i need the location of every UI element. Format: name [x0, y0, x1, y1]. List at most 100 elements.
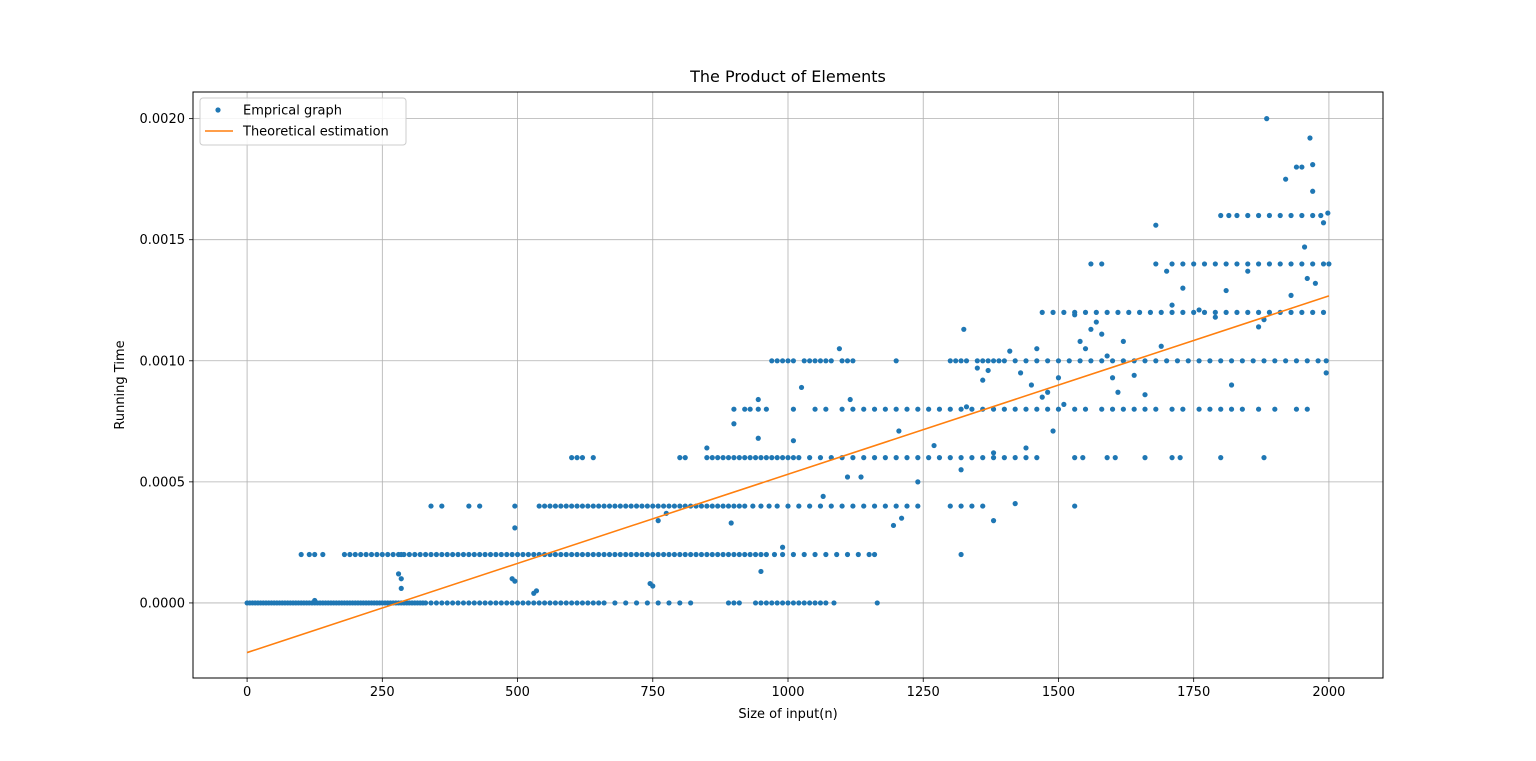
data-point — [1164, 268, 1170, 274]
data-point — [812, 406, 818, 412]
data-point — [450, 551, 456, 558]
data-point — [579, 600, 586, 606]
data-point — [358, 551, 364, 558]
data-point — [655, 600, 661, 606]
data-point — [612, 503, 618, 509]
data-point — [1045, 358, 1051, 364]
data-point — [1326, 261, 1332, 267]
data-point — [947, 503, 953, 509]
data-point — [1218, 406, 1224, 412]
data-point — [312, 551, 318, 558]
data-point — [936, 406, 943, 412]
data-point — [1234, 212, 1240, 219]
data-point — [606, 551, 613, 558]
data-point — [617, 503, 623, 509]
data-point — [763, 600, 769, 606]
data-point — [1080, 455, 1086, 461]
data-point — [790, 406, 797, 412]
data-point — [855, 551, 861, 558]
data-point — [1245, 261, 1251, 267]
data-point — [774, 358, 780, 364]
data-point — [866, 551, 872, 558]
data-point — [823, 358, 829, 364]
data-point — [1196, 406, 1202, 412]
data-point — [1255, 406, 1262, 412]
data-point — [790, 600, 797, 606]
data-point — [466, 503, 472, 509]
data-point — [1158, 309, 1164, 315]
data-point — [931, 442, 937, 449]
data-point — [312, 597, 318, 604]
data-point — [406, 551, 412, 558]
data-point — [590, 600, 596, 606]
data-point — [455, 600, 461, 606]
data-point — [725, 455, 732, 461]
data-point — [736, 600, 742, 606]
data-point — [428, 600, 434, 606]
data-point — [1201, 261, 1208, 267]
data-point — [1226, 212, 1232, 219]
data-point — [817, 455, 824, 461]
data-point — [828, 358, 834, 364]
series-layer — [244, 116, 1332, 654]
data-point — [763, 406, 769, 412]
data-point — [1153, 261, 1159, 267]
data-point — [1228, 406, 1235, 412]
data-point — [1196, 307, 1202, 313]
data-point — [1325, 210, 1331, 216]
data-point — [514, 600, 521, 606]
data-point — [861, 455, 867, 461]
y-tick-label: 0.0020 — [140, 112, 186, 127]
data-point — [1055, 358, 1062, 364]
data-point — [433, 600, 440, 606]
data-point — [1109, 375, 1116, 381]
data-point — [1050, 309, 1056, 315]
data-point — [747, 551, 753, 558]
data-point — [1131, 372, 1137, 378]
data-point — [341, 551, 348, 558]
data-point — [1099, 358, 1105, 364]
data-point — [1093, 319, 1099, 325]
data-point — [1218, 358, 1224, 364]
data-point — [728, 520, 734, 526]
data-point — [823, 406, 829, 412]
y-tick-label: 0.0005 — [140, 475, 186, 490]
data-point — [823, 600, 829, 606]
data-point — [763, 455, 769, 461]
data-point — [1153, 406, 1159, 412]
data-point — [1293, 164, 1300, 170]
data-point — [569, 455, 575, 461]
data-point — [985, 358, 991, 364]
data-point — [969, 503, 975, 509]
data-point — [1266, 309, 1273, 315]
data-point — [1272, 406, 1278, 412]
data-point — [671, 503, 678, 509]
data-point — [882, 455, 888, 461]
data-point — [882, 406, 888, 412]
data-point — [606, 503, 613, 509]
data-point — [1261, 358, 1267, 364]
data-point — [677, 503, 683, 509]
data-point — [1023, 455, 1029, 461]
data-point — [450, 600, 456, 606]
data-point — [1039, 394, 1045, 400]
data-point — [1153, 222, 1159, 228]
data-point — [779, 551, 786, 558]
data-point — [709, 455, 715, 461]
data-point — [1212, 314, 1218, 320]
data-point — [1169, 406, 1175, 412]
x-tick-label: 750 — [640, 685, 665, 700]
data-point — [861, 406, 867, 412]
data-point — [596, 551, 602, 558]
data-point — [1072, 406, 1078, 412]
data-point — [1072, 455, 1078, 461]
data-point — [817, 358, 824, 364]
data-point — [839, 358, 845, 364]
data-point — [1299, 261, 1305, 267]
data-point — [1304, 275, 1310, 282]
data-point — [379, 551, 385, 558]
data-point — [871, 503, 878, 509]
data-point — [1174, 358, 1181, 364]
